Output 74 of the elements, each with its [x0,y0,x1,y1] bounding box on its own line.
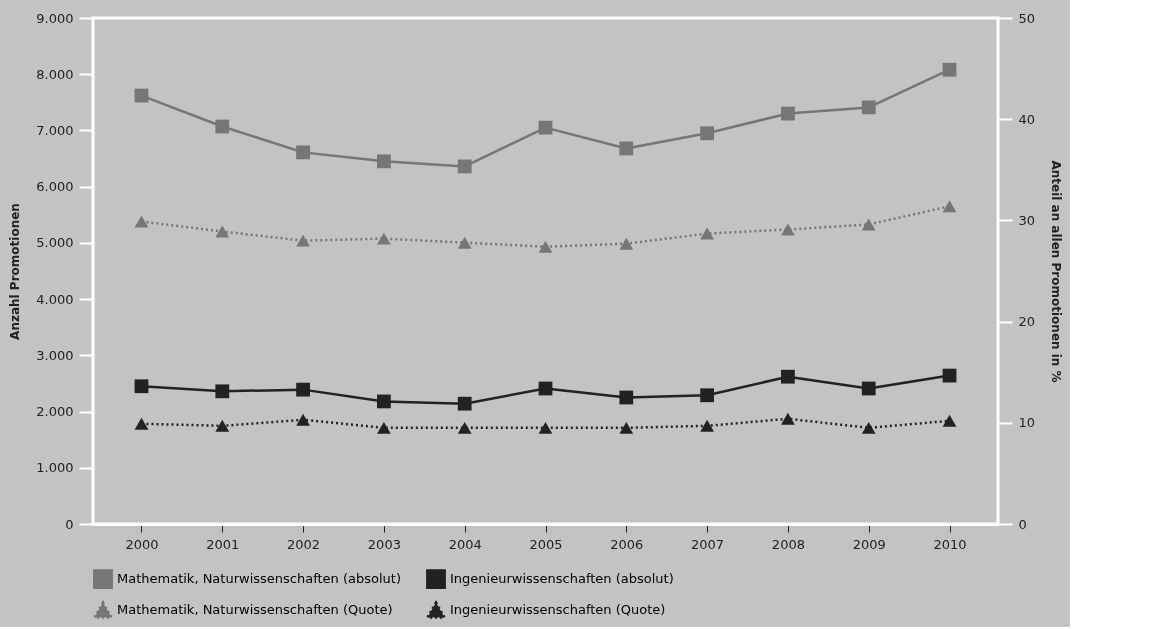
legend-label: Mathematik, Naturwissenschaften (Quote) [117,602,393,617]
y-tick-label: 7.000 [36,122,74,138]
point [457,396,472,411]
x-tick-label: 2008 [771,536,805,552]
point [215,419,230,432]
y-tick-label: 0 [65,516,74,532]
x-tick-label: 2002 [287,536,321,552]
point [377,421,391,434]
y-axis-title: Anzahl Promotionen [8,203,23,340]
point [861,218,876,231]
y2-tick-label: 10 [1018,415,1036,431]
point [942,200,957,213]
point [700,419,714,432]
x-tick-label: 2001 [206,536,240,552]
point [619,390,634,405]
y2-tick-label: 40 [1018,111,1036,127]
point [619,237,634,250]
point [457,236,472,249]
point [861,381,876,396]
point [377,232,391,245]
x-tick-label: 2006 [610,536,644,552]
x-tick-label: 2003 [367,536,401,552]
point [619,141,634,156]
x-tick-label: 2004 [448,536,482,552]
point [700,388,714,403]
point [942,414,957,427]
point [296,382,310,397]
y2-tick-label: 50 [1018,10,1036,26]
point [457,159,472,174]
y2-tick-label: 20 [1018,314,1036,330]
point [377,394,391,409]
point [861,100,876,115]
point [296,413,310,426]
x-tick-label: 2007 [691,536,725,552]
point [215,384,230,399]
point [215,225,230,238]
x-tick-label: 2000 [125,536,159,552]
legend-label: Mathematik, Naturwissenschaften (absolut) [117,571,402,587]
y-tick-label: 9.000 [36,10,74,26]
y2-axis-title: Anteil an allen Promotionen in % [1049,160,1064,383]
point [134,417,149,430]
point [781,412,795,425]
legend-label: Ingenieurwissenschaften (Quote) [450,602,666,617]
legend-label: Ingenieurwissenschaften (absolut) [450,571,674,587]
point [296,145,310,160]
point [538,421,553,434]
y-tick-label: 2.000 [36,404,74,420]
x-tick-label: 2009 [852,536,886,552]
x-tick-label: 2010 [933,536,967,552]
y2-tick-label: 30 [1018,212,1036,228]
y-tick-label: 5.000 [36,235,74,251]
point [377,154,391,169]
point [700,126,714,141]
y-tick-label: 4.000 [36,291,74,307]
point [538,240,553,253]
point [781,223,795,236]
point [457,421,472,434]
point [781,369,795,384]
point [861,421,876,434]
y-tick-label: 6.000 [36,179,74,195]
point [538,120,553,135]
point [296,234,310,247]
point [781,106,795,121]
point [215,119,230,134]
x-tick-label: 2005 [529,536,563,552]
y-tick-label: 3.000 [36,347,74,363]
point [134,215,149,228]
point [619,421,634,434]
y2-tick-label: 0 [1018,516,1027,532]
y-tick-label: 1.000 [36,460,74,476]
point [942,62,957,77]
point [700,227,714,240]
point [134,379,149,394]
y-tick-label: 8.000 [36,66,74,82]
